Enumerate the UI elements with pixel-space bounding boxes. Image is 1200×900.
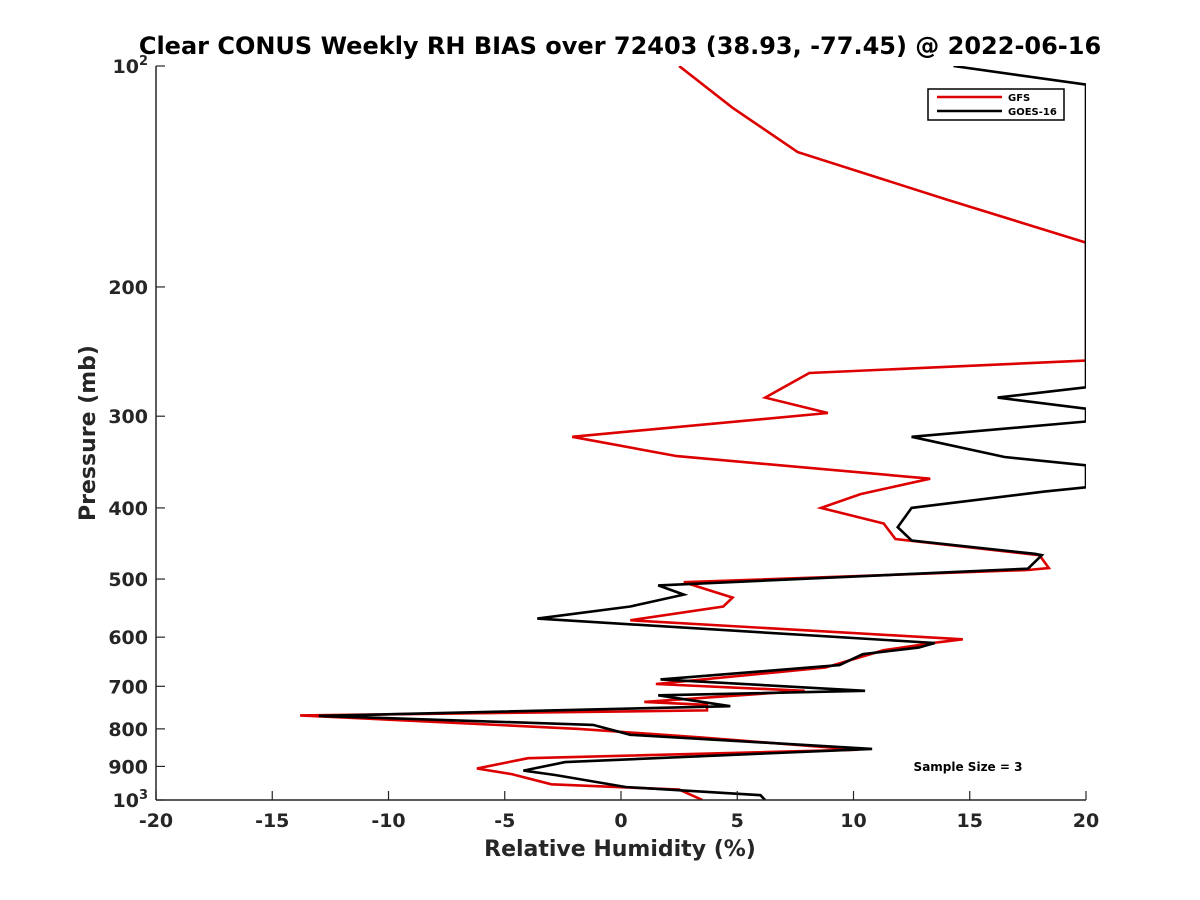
x-tick-label: 15 xyxy=(957,810,983,832)
y-tick-label: 500 xyxy=(108,569,148,591)
plot-area: -20 -15 -10 -5 0 5 10 15 20 102 200 300 400 500 600 700… xyxy=(108,54,1099,832)
legend-entries: GFS GOES-16 xyxy=(937,93,1057,118)
legend-box xyxy=(927,88,1065,121)
legend-label: GOES-16 xyxy=(1008,107,1057,118)
y-tick-label: 900 xyxy=(108,756,148,778)
y-tick-label: 102 xyxy=(113,54,149,78)
y-tick-label: 103 xyxy=(113,788,149,812)
y-tick-label: 700 xyxy=(108,676,148,698)
y-axis-label: Pressure (mb) xyxy=(76,345,101,521)
series-layer xyxy=(300,66,1086,800)
x-tick-label: -5 xyxy=(494,810,515,832)
series-line-gfs xyxy=(300,66,1086,800)
y-tick-label: 400 xyxy=(108,498,148,520)
x-tick-label: -15 xyxy=(255,810,289,832)
x-tick-label: 20 xyxy=(1073,810,1099,832)
legend-label: GFS xyxy=(1008,93,1030,104)
chart-title: Clear CONUS Weekly RH BIAS over 72403 (3… xyxy=(139,32,1101,60)
sample-size-annotation: Sample Size = 3 xyxy=(914,760,1023,774)
y-tick-label: 300 xyxy=(108,406,148,428)
x-tick-label: 10 xyxy=(840,810,866,832)
x-tick-label: -10 xyxy=(371,810,405,832)
y-tick-label: 800 xyxy=(108,719,148,741)
x-tick-label: 5 xyxy=(731,810,744,832)
y-tick-label: 600 xyxy=(108,627,148,649)
x-tick-label: 0 xyxy=(614,810,627,832)
x-tick-label: -20 xyxy=(139,810,173,832)
y-tick-label: 200 xyxy=(108,277,148,299)
axes-layer: -20 -15 -10 -5 0 5 10 15 20 102 200 300 400 500 600 700… xyxy=(108,54,1099,832)
series-line-goes-16 xyxy=(318,66,1086,800)
legend: GFS GOES-16 xyxy=(927,88,1065,121)
x-axis-label: Relative Humidity (%) xyxy=(484,837,756,862)
